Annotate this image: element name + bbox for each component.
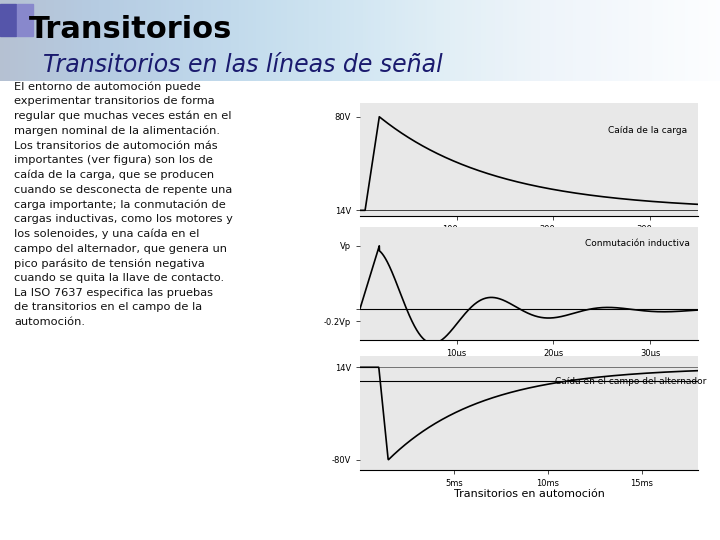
Bar [17,4,33,36]
Text: Transitorios en automoción: Transitorios en automoción [454,489,605,499]
Text: Caída de la carga: Caída de la carga [608,126,687,136]
Text: El entorno de automoción puede
experimentar transitorios de forma
regular que mu: El entorno de automoción puede experimen… [14,81,233,327]
Bar [0,4,16,36]
Text: Transitorios: Transitorios [29,15,232,44]
Text: Caída en el campo del alternador: Caída en el campo del alternador [555,377,706,386]
Text: Transitorios en las líneas de señal: Transitorios en las líneas de señal [43,52,443,77]
Text: Conmutación inductiva: Conmutación inductiva [585,239,690,248]
